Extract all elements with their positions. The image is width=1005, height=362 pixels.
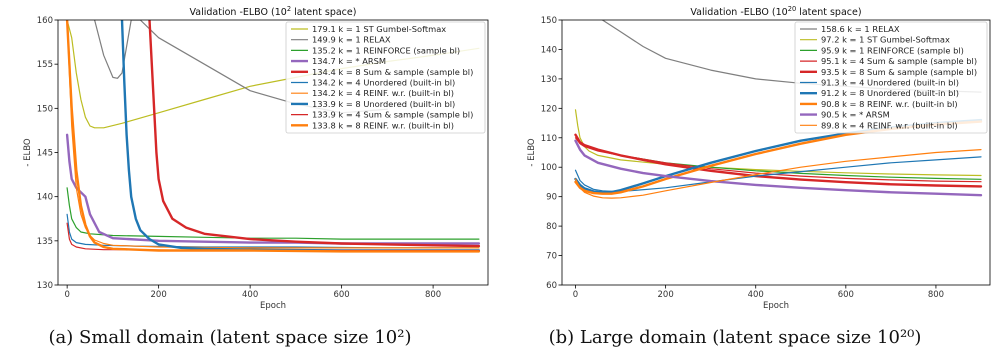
legend-entry: 95.9 k = 1 REINFORCE (sample bl) [821, 45, 964, 55]
series-line [574, 133, 983, 188]
series-line [574, 139, 983, 197]
legend-entry: 90.5 k = * ARSM [821, 110, 890, 120]
series-line [148, 20, 481, 248]
legend-entry: 133.8 k = 8 REINF. w.r. (built-in bl) [312, 120, 454, 130]
legend-entry: 179.1 k = 1 ST Gumbel-Softmax [312, 24, 446, 34]
legend-entry: 133.9 k = 8 Unordered (built-in bl) [312, 99, 455, 109]
legend-entry: 133.9 k = 4 Sum & sample (sample bl) [312, 110, 473, 120]
chart-title: Validation -ELBO (1020 latent space) [690, 5, 861, 18]
figure-caption: (a) Small domain (latent space size 10²) [49, 327, 412, 348]
series-line [66, 20, 480, 249]
x-tick-label: 200 [658, 290, 674, 300]
legend-entry: 90.8 k = 8 REINF. w.r. (built-in bl) [821, 99, 958, 109]
y-tick-label: 110 [541, 134, 557, 144]
legend-entry: 134.2 k = 4 Unordered (built-in bl) [312, 78, 455, 88]
y-tick-label: 70 [546, 252, 557, 262]
legend-entry: 91.2 k = 8 Unordered (built-in bl) [821, 88, 959, 98]
legend-box [794, 21, 988, 134]
legend-entry: 135.2 k = 1 REINFORCE (sample bl) [312, 45, 460, 55]
y-axis-label: - ELBO [23, 138, 33, 167]
x-axis-label: Epoch [260, 301, 286, 311]
x-tick-label: 600 [838, 290, 854, 300]
legend-entry: 149.9 k = 1 RELAX [312, 35, 391, 45]
series-line [66, 187, 480, 240]
legend-entry: 134.4 k = 8 Sum & sample (sample bl) [312, 67, 473, 77]
y-tick-label: 80 [546, 222, 557, 232]
x-tick-label: 0 [64, 290, 69, 300]
series-line [574, 149, 982, 199]
y-tick-label: 60 [546, 281, 557, 291]
y-tick-label: 90 [546, 193, 557, 203]
series-line [574, 137, 982, 183]
y-tick-label: 130 [37, 281, 53, 291]
y-tick-label: 150 [541, 16, 557, 26]
y-tick-label: 155 [37, 60, 53, 70]
y-tick-label: 100 [541, 163, 557, 173]
y-tick-label: 135 [37, 237, 53, 247]
legend-entry: 158.6 k = 1 RELAX [821, 24, 900, 34]
legend-entry: 93.5 k = 8 Sum & sample (sample bl) [821, 67, 977, 77]
legend-entry: 134.7 k = * ARSM [312, 56, 386, 66]
x-tick-label: 400 [242, 290, 258, 300]
legend-entry: 95.1 k = 4 Sum & sample (sample bl) [821, 56, 977, 66]
chart-panel-a: 0 200 400 600 800 130 135 140 145 150 155 160 Epoch -… [23, 5, 489, 348]
x-tick-label: 600 [333, 290, 349, 300]
legend-entry: 89.8 k = 4 REINF. w.r. (built-in bl) [821, 120, 958, 130]
plot-frame [561, 19, 991, 286]
figure-caption: (b) Large domain (latent space size 10²⁰… [549, 327, 922, 348]
x-tick-label: 400 [748, 290, 764, 300]
y-axis-label: - ELBO [527, 138, 537, 167]
series-lines [65, 20, 481, 253]
legend-entry: 91.3 k = 4 Unordered (built-in bl) [821, 78, 959, 88]
legend-entry: 97.2 k = 1 ST Gumbel-Softmax [821, 35, 950, 45]
x-axis-label: Epoch [763, 301, 789, 311]
x-tick-label: 0 [573, 290, 578, 300]
x-tick-label: 800 [425, 290, 441, 300]
y-tick-label: 130 [541, 75, 557, 85]
y-tick-label: 145 [37, 149, 53, 159]
chart-title: Validation -ELBO (102 latent space) [190, 5, 357, 18]
y-tick-label: 140 [541, 45, 557, 55]
y-tick-label: 160 [37, 16, 53, 26]
y-tick-label: 120 [541, 104, 557, 114]
x-tick-label: 800 [928, 290, 944, 300]
series-line [65, 20, 481, 253]
legend-box [285, 21, 486, 134]
legend-entry: 134.2 k = 4 REINF. w.r. (built-in bl) [312, 88, 454, 98]
y-tick-label: 150 [37, 104, 53, 114]
y-tick-label: 140 [37, 193, 53, 203]
series-line [574, 156, 982, 192]
x-tick-label: 200 [151, 290, 167, 300]
series-line [65, 133, 481, 245]
chart-panel-b: 0 200 400 600 800 60 70 80 90 100 110 120 130 140 150 E… [527, 5, 991, 348]
